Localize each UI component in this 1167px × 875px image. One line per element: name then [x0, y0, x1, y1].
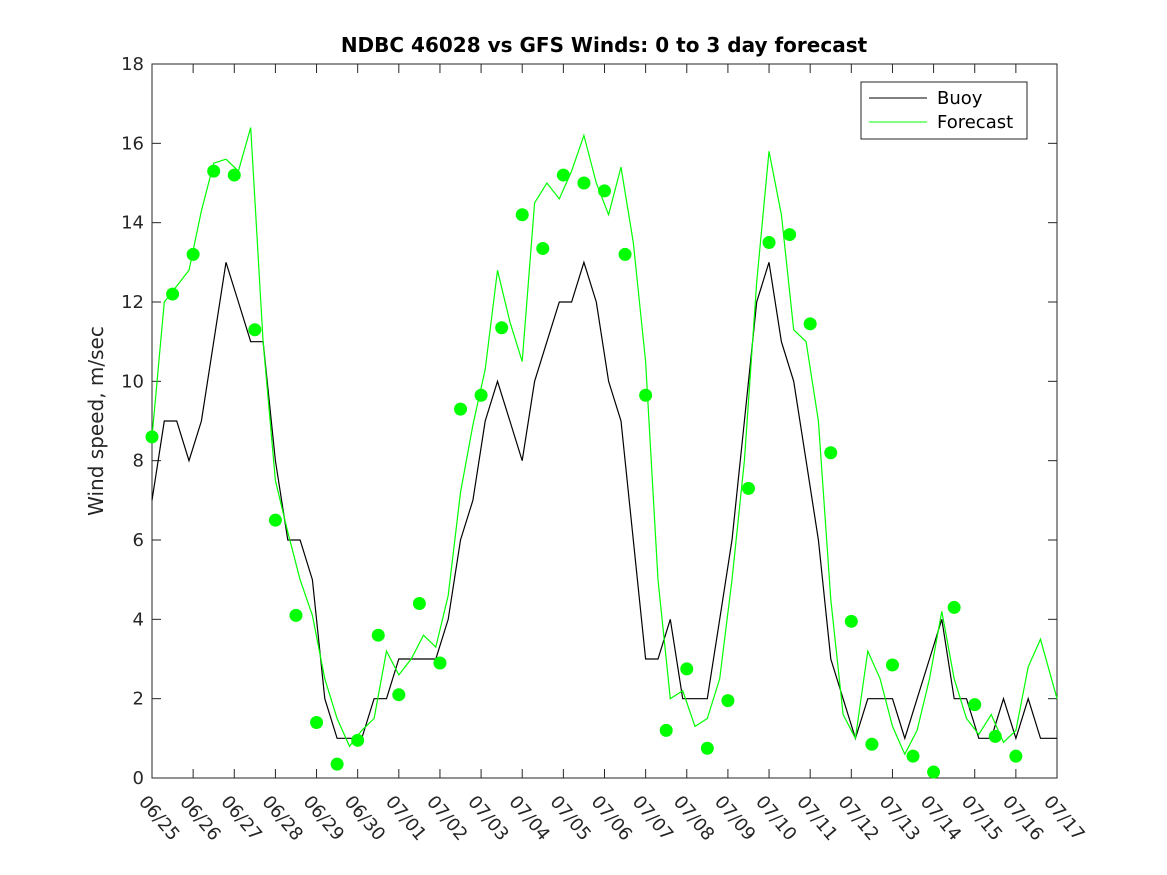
y-tick-label: 10 [121, 371, 144, 392]
legend: Buoy Forecast [860, 81, 1028, 140]
y-tick-label: 14 [121, 213, 144, 234]
forecast-marker [700, 741, 714, 755]
x-tick-label: 07/05 [546, 792, 595, 845]
forecast-marker [721, 694, 735, 708]
y-tick-label: 12 [121, 292, 144, 313]
x-tick-label: 07/08 [669, 792, 718, 845]
x-tick-label: 06/25 [134, 792, 183, 845]
x-tick-label: 07/12 [833, 792, 882, 845]
forecast-marker [577, 176, 591, 190]
forecast-marker [844, 614, 858, 628]
x-tick-label: 07/01 [381, 792, 430, 845]
legend-buoy-label: Buoy [937, 88, 983, 109]
forecast-marker [680, 662, 694, 676]
forecast-marker [906, 749, 920, 763]
y-tick-label: 2 [133, 689, 144, 710]
y-tick-label: 16 [121, 133, 144, 154]
forecast-marker [988, 729, 1002, 743]
x-tick-label: 06/27 [216, 792, 265, 845]
forecast-marker [145, 430, 159, 444]
x-tick-label: 06/28 [258, 792, 307, 845]
forecast-marker [803, 317, 817, 331]
forecast-marker [618, 247, 632, 261]
forecast-marker [556, 168, 570, 182]
forecast-marker [865, 737, 879, 751]
forecast-marker [885, 658, 899, 672]
legend-box [860, 81, 1028, 140]
forecast-marker [515, 208, 529, 222]
x-tick-label: 06/26 [175, 792, 224, 845]
forecast-marker [310, 715, 324, 729]
forecast-marker [166, 287, 180, 301]
forecast-marker [330, 757, 344, 771]
x-tick-label: 07/16 [998, 792, 1047, 845]
forecast-marker [474, 388, 488, 402]
y-tick-label: 6 [133, 530, 144, 551]
x-tick-label: 07/07 [628, 792, 677, 845]
x-tick-label: 07/14 [916, 792, 965, 845]
forecast-marker [392, 688, 406, 702]
series-line-forecast [151, 127, 1058, 756]
x-tick-label: 07/06 [587, 792, 636, 845]
forecast-marker [186, 247, 200, 261]
x-tick-label: 07/09 [710, 792, 759, 845]
y-tick-label: 4 [133, 609, 144, 630]
forecast-marker [454, 402, 468, 416]
forecast-marker [659, 723, 673, 737]
forecast-marker [968, 698, 982, 712]
plot-frame [151, 63, 1058, 779]
forecast-marker [741, 481, 755, 495]
y-tick-label: 18 [121, 54, 144, 75]
forecast-marker [495, 321, 509, 335]
x-tick-label: 07/17 [1039, 792, 1088, 845]
y-tick-label: 0 [133, 768, 144, 789]
forecast-marker [824, 446, 838, 460]
forecast-marker [289, 608, 303, 622]
forecast-marker [371, 628, 385, 642]
forecast-marker [598, 184, 611, 198]
chart-title: NDBC 46028 vs GFS Winds: 0 to 3 day fore… [341, 33, 868, 57]
forecast-marker [536, 241, 550, 255]
x-tick-label: 07/13 [875, 792, 924, 845]
forecast-marker [227, 168, 241, 182]
forecast-marker [783, 228, 797, 242]
forecast-marker [433, 656, 447, 670]
x-tick-label: 07/10 [751, 792, 800, 845]
forecast-marker [207, 164, 221, 178]
forecast-marker [248, 323, 262, 337]
plot-area: 0 2 4 6 8 10 12 14 16 18 06/2506/2606/2706/2806/29… [121, 54, 1089, 845]
forecast-marker [762, 236, 776, 249]
legend-forecast-label: Forecast [937, 112, 1013, 133]
forecast-marker [351, 733, 365, 747]
x-tick-label: 07/11 [792, 792, 841, 845]
forecast-marker [639, 388, 653, 402]
y-axis-label: Wind speed, m/sec [84, 326, 108, 516]
forecast-marker [1009, 749, 1023, 763]
x-tick-label: 07/03 [463, 792, 512, 845]
forecast-marker [412, 596, 426, 610]
x-tick-label: 07/04 [504, 792, 553, 845]
forecast-marker [947, 600, 961, 614]
forecast-marker [268, 513, 282, 527]
x-tick-label: 06/29 [299, 792, 348, 845]
x-tick-label: 07/15 [957, 792, 1006, 845]
x-tick-label: 07/02 [422, 792, 471, 845]
x-tick-label: 06/30 [340, 792, 389, 845]
forecast-marker [927, 765, 941, 779]
y-tick-label: 8 [133, 451, 144, 472]
series-line-buoy [151, 260, 1057, 741]
